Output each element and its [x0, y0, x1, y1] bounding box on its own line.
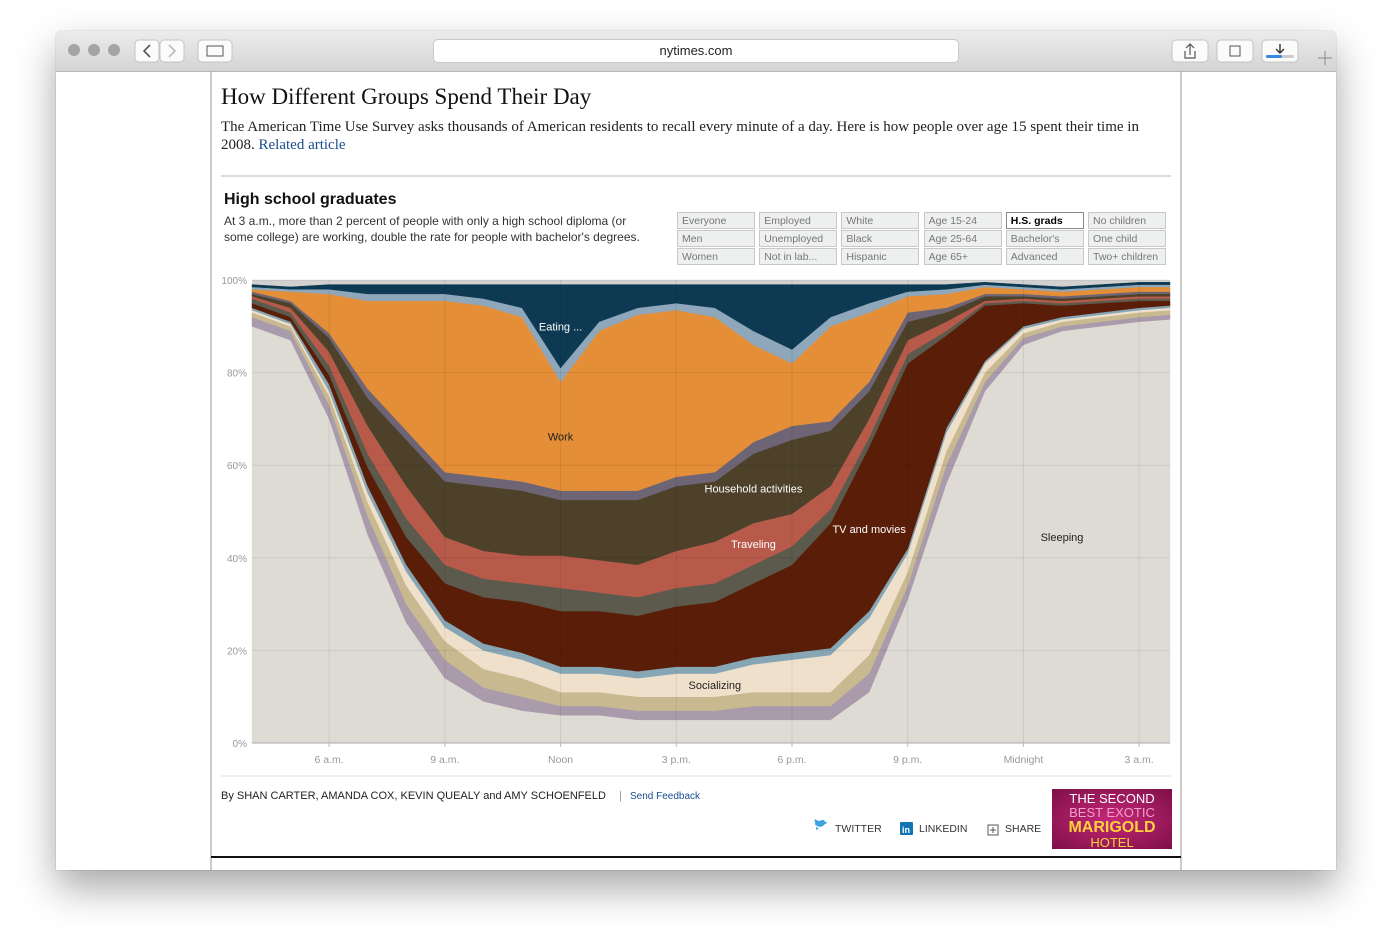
- series-label: TV and movies: [832, 524, 906, 536]
- area: [251, 282, 1171, 369]
- y-tick-label: 0%: [233, 739, 248, 750]
- close-button[interactable]: [68, 44, 80, 56]
- filter-button[interactable]: Everyone: [677, 212, 755, 229]
- linkedin-icon[interactable]: [900, 822, 913, 835]
- byline: By SHAN CARTER, AMANDA COX, KEVIN QUEALY…: [221, 790, 606, 802]
- filter-button[interactable]: Age 25-64: [923, 230, 1002, 247]
- series-label: Socializing: [689, 680, 742, 692]
- chart-title: High school graduates: [224, 191, 397, 208]
- ad-line: BEST EXOTIC: [1069, 805, 1155, 820]
- x-tick-label: 6 a.m.: [315, 754, 344, 766]
- toolbar-icons: [68, 39, 1332, 65]
- filter-button[interactable]: Employed: [759, 212, 838, 229]
- series-label: Work: [548, 431, 574, 443]
- page-title: How Different Groups Spend Their Day: [221, 84, 592, 109]
- filter-button[interactable]: Advanced: [1005, 248, 1084, 265]
- filter-button[interactable]: Age 15-24: [923, 212, 1002, 229]
- chart-subtitle: At 3 a.m., more than 2 percent of people…: [224, 214, 640, 244]
- ad-line: THE SECOND: [1069, 791, 1155, 806]
- zoom-button[interactable]: [108, 44, 120, 56]
- x-tick-label: Noon: [548, 754, 573, 766]
- y-tick-label: 80%: [227, 369, 247, 380]
- y-tick-label: 20%: [227, 646, 247, 657]
- x-tick-label: 3 p.m.: [662, 754, 691, 766]
- address-bar[interactable]: nytimes.com: [434, 40, 958, 62]
- toolbar: nytimes.com: [56, 31, 1336, 72]
- series-label: Eating ...: [539, 321, 582, 333]
- divider: |: [619, 790, 622, 802]
- tabs-icon: [1229, 45, 1241, 57]
- filter-button[interactable]: Hispanic: [841, 248, 920, 265]
- plot: [251, 280, 1171, 744]
- ad-line: HOTEL: [1090, 835, 1134, 850]
- filter-button[interactable]: H.S. grads: [1005, 212, 1084, 229]
- filter-button[interactable]: Age 65+: [923, 248, 1002, 265]
- sidebar-icon: [206, 45, 224, 57]
- filter-button[interactable]: Black: [841, 230, 920, 247]
- x-tick-label: 6 p.m.: [777, 754, 806, 766]
- ad-line: MARIGOLD: [1068, 819, 1156, 836]
- minimize-button[interactable]: [88, 44, 100, 56]
- y-tick-label: 40%: [227, 554, 247, 565]
- filter-button[interactable]: Women: [677, 248, 755, 265]
- y-tick-label: 60%: [227, 461, 247, 472]
- filter-button[interactable]: One child: [1088, 230, 1166, 247]
- share-icon[interactable]: [987, 824, 999, 836]
- x-tick-label: 3 a.m.: [1125, 754, 1154, 766]
- filter-button[interactable]: Unemployed: [759, 230, 838, 247]
- feedback-link[interactable]: Send Feedback: [630, 791, 701, 802]
- y-tick-label: 100%: [221, 276, 247, 287]
- linkedin-link[interactable]: LINKEDIN: [919, 823, 968, 835]
- filter-button[interactable]: Men: [677, 230, 755, 247]
- series-label: Traveling: [731, 539, 776, 551]
- linkedin-glyph: in: [902, 825, 910, 835]
- download-progress: [1266, 55, 1282, 58]
- related-link[interactable]: Related article: [258, 137, 346, 153]
- share-plus: [990, 827, 996, 833]
- filter-button[interactable]: Bachelor's: [1005, 230, 1084, 247]
- series-label: Household activities: [705, 483, 803, 495]
- twitter-icon[interactable]: [814, 819, 827, 830]
- x-tick-label: 9 p.m.: [893, 754, 922, 766]
- x-tick-label: Midnight: [1004, 754, 1044, 766]
- filter-button[interactable]: Not in lab...: [759, 248, 838, 265]
- series-label: Sleeping: [1041, 532, 1084, 544]
- filter-button[interactable]: Two+ children: [1088, 248, 1166, 265]
- forward-icon: [168, 44, 177, 58]
- download-icon: [1275, 44, 1285, 54]
- intro-text: The American Time Use Survey asks thousa…: [221, 119, 1139, 153]
- tabs-button[interactable]: [1216, 39, 1254, 63]
- x-tick-label: 9 a.m.: [430, 754, 459, 766]
- share-icon: [1184, 43, 1196, 59]
- back-button[interactable]: [134, 39, 160, 63]
- back-icon: [142, 44, 151, 58]
- forward-button[interactable]: [159, 39, 185, 63]
- filter-button[interactable]: No children: [1088, 212, 1166, 229]
- share-link[interactable]: SHARE: [1005, 823, 1042, 835]
- new-tab-icon[interactable]: [1318, 51, 1332, 65]
- advertisement[interactable]: THE SECOND BEST EXOTIC MARIGOLD HOTEL: [1052, 789, 1172, 850]
- filter-button[interactable]: White: [841, 212, 920, 229]
- twitter-link[interactable]: TWITTER: [835, 823, 882, 835]
- intro: The American Time Use Survey asks thousa…: [221, 118, 1171, 154]
